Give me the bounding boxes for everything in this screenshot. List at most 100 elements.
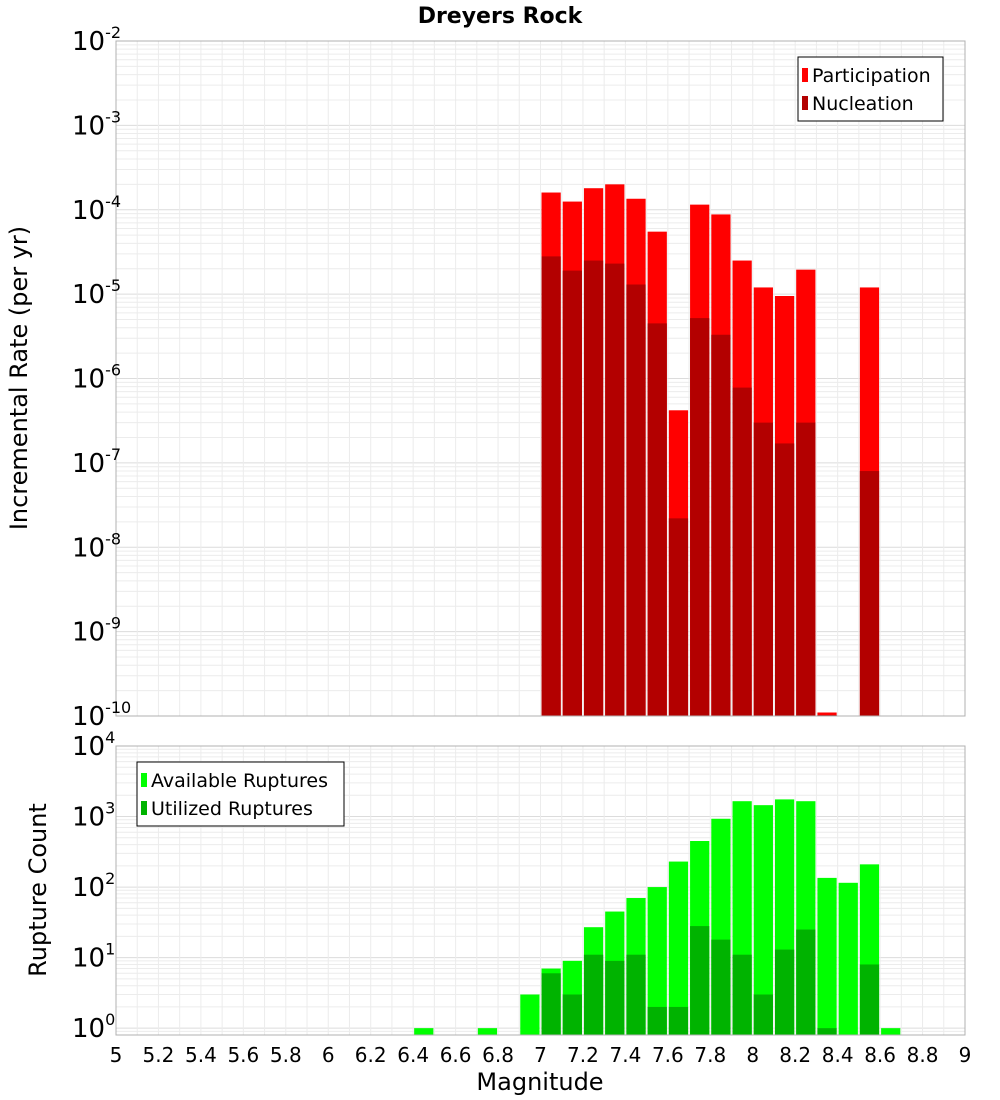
bar xyxy=(541,256,561,716)
bar xyxy=(753,422,773,716)
x-tick-label: 6 xyxy=(322,1043,335,1067)
bar xyxy=(732,387,752,716)
bar xyxy=(817,877,837,1035)
bar xyxy=(711,939,731,1035)
bar xyxy=(711,334,731,716)
y-tick-label: 10-6 xyxy=(72,361,121,395)
y-tick-label: 104 xyxy=(72,728,115,762)
x-tick-label: 6.4 xyxy=(397,1043,429,1067)
series-2 xyxy=(541,256,880,716)
bar xyxy=(626,284,646,716)
bar xyxy=(414,1028,434,1035)
y-tick-label: 10-9 xyxy=(72,614,121,648)
x-tick-label: 8 xyxy=(746,1043,759,1067)
bar xyxy=(690,318,710,716)
x-tick-label: 6.6 xyxy=(440,1043,472,1067)
rupture-count-plot: 100 101 102 103 104 5 5.2 5.4 5.6 5.8 6 6.2 6.4 6.6 6.… xyxy=(72,728,971,1067)
legend-swatch xyxy=(141,801,147,815)
plot-frame xyxy=(115,40,966,717)
legend-swatch xyxy=(141,773,147,787)
y-tick-label: 10-4 xyxy=(72,192,121,226)
bar xyxy=(753,805,773,1035)
rate-plot: 10-10 10-9 10-8 10-7 10-6 10-5 10-4 10-3 10-2 Par… xyxy=(72,23,966,732)
bar xyxy=(562,994,582,1035)
chart-title: Dreyers Rock xyxy=(418,4,584,29)
x-tick-label: 5.8 xyxy=(270,1043,302,1067)
y-tick-label: 100 xyxy=(72,1010,115,1044)
bar xyxy=(605,960,625,1035)
x-axis-label: Magnitude xyxy=(476,1068,603,1096)
y-tick-label: 10-7 xyxy=(72,445,121,479)
bar xyxy=(583,954,604,1035)
x-tick-label: 7.4 xyxy=(609,1043,641,1067)
plot-frame xyxy=(115,745,966,1036)
bar xyxy=(647,323,667,716)
x-tick-label: 7.6 xyxy=(652,1043,684,1067)
grid xyxy=(115,41,966,717)
y-tick-label: 10-10 xyxy=(72,698,131,732)
y-tick-label: 101 xyxy=(72,940,115,974)
bar xyxy=(838,882,858,1035)
legend-box xyxy=(136,761,345,827)
x-tick-label: 7.8 xyxy=(694,1043,726,1067)
bar xyxy=(647,887,667,1035)
legend-swatch xyxy=(802,96,808,110)
bar xyxy=(774,949,795,1035)
x-tick-label: 6.8 xyxy=(482,1043,514,1067)
x-tick-label: 8.8 xyxy=(907,1043,939,1067)
bar xyxy=(796,929,816,1035)
y-tick-labels: 100 101 102 103 104 xyxy=(72,728,115,1044)
bar xyxy=(753,994,773,1035)
bar xyxy=(647,1006,667,1035)
bar xyxy=(796,422,816,716)
x-tick-label: 5 xyxy=(110,1043,123,1067)
x-tick-label: 5.4 xyxy=(185,1043,217,1067)
y-tick-label: 10-3 xyxy=(72,107,121,141)
x-tick-label: 8.4 xyxy=(822,1043,854,1067)
legend-label: Participation xyxy=(812,65,931,87)
bar xyxy=(668,518,689,716)
y-tick-labels: 10-10 10-9 10-8 10-7 10-6 10-5 10-4 10-3 10-2 xyxy=(72,23,131,732)
y-axis-label-rate: Incremental Rate (per yr) xyxy=(5,226,33,530)
legend: Participation Nucleation xyxy=(797,56,944,122)
bar xyxy=(774,443,795,716)
bar xyxy=(690,926,710,1035)
y-tick-label: 102 xyxy=(72,869,115,903)
legend-label: Nucleation xyxy=(812,93,914,115)
x-tick-label: 5.6 xyxy=(227,1043,259,1067)
bar xyxy=(477,1028,498,1035)
bar xyxy=(668,1006,689,1035)
bar xyxy=(817,712,837,716)
y-tick-label: 103 xyxy=(72,799,115,833)
bar xyxy=(732,954,752,1035)
bar xyxy=(583,260,604,716)
bar xyxy=(859,471,880,716)
x-tick-label: 9 xyxy=(959,1043,972,1067)
x-tick-label: 7.2 xyxy=(567,1043,599,1067)
y-axis-label-count: Rupture Count xyxy=(24,803,52,977)
bar xyxy=(881,1028,901,1035)
bar xyxy=(668,861,689,1035)
x-tick-label: 8.2 xyxy=(779,1043,811,1067)
x-tick-label: 6.2 xyxy=(355,1043,387,1067)
x-tick-label: 5.2 xyxy=(143,1043,175,1067)
x-tick-labels: 5 5.2 5.4 5.6 5.8 6 6.2 6.4 6.6 6.8 7 7.2 7.4 7.6 7.8 8… xyxy=(110,1043,972,1067)
legend-label: Utilized Ruptures xyxy=(151,798,313,820)
legend-swatch xyxy=(802,68,808,82)
y-tick-label: 10-5 xyxy=(72,276,121,310)
legend-box xyxy=(797,56,944,122)
bar xyxy=(626,954,646,1035)
bar xyxy=(520,994,540,1035)
x-tick-label: 8.6 xyxy=(864,1043,896,1067)
bar xyxy=(605,263,625,716)
legend-label: Available Ruptures xyxy=(151,770,328,792)
bar xyxy=(859,964,880,1035)
y-tick-label: 10-2 xyxy=(72,23,121,57)
x-tick-label: 7 xyxy=(534,1043,547,1067)
series-2 xyxy=(541,926,880,1035)
bar xyxy=(541,973,561,1035)
legend: Available Ruptures Utilized Ruptures xyxy=(136,761,345,827)
bar xyxy=(562,270,582,716)
